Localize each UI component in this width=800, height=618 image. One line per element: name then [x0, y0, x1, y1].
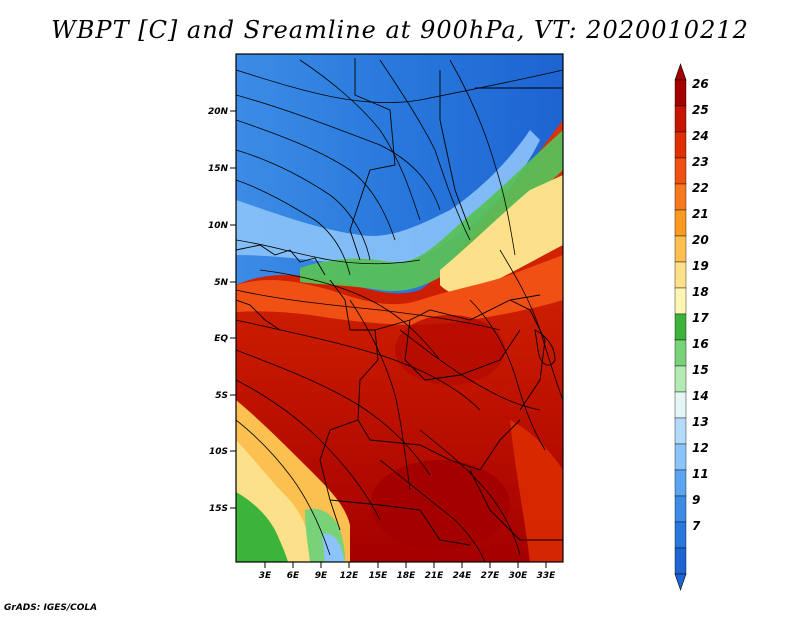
colorbar-level-label: 22 — [692, 181, 709, 195]
lon-label: 27E — [481, 571, 501, 581]
lat-label: 5N — [214, 278, 228, 288]
colorbar-level-label: 19 — [692, 259, 709, 273]
colorbar-swatch — [674, 157, 687, 185]
longitude-axis — [264, 562, 547, 568]
colorbar-swatch — [674, 287, 687, 315]
latitude-axis — [230, 110, 236, 509]
colorbar-swatch — [674, 131, 687, 159]
colorbar-swatch — [674, 469, 687, 497]
lat-label: 20N — [208, 107, 229, 117]
colorbar-level-label: 20 — [692, 233, 709, 247]
colorbar-swatch — [674, 521, 687, 549]
map-title: WBPT [C] and Sreamline at 900hPa, VT: 20… — [51, 16, 749, 44]
colorbar-level-label: 14 — [692, 389, 709, 403]
colorbar-swatch — [674, 391, 687, 419]
lon-label: 3E — [259, 571, 272, 581]
colorbar-level-label: 26 — [692, 77, 709, 91]
longitude-labels: 3E 6E 9E 12E 15E 18E 21E 24E 27E 30E 33E — [259, 571, 556, 581]
colorbar-top-arrow — [674, 63, 687, 81]
colorbar-swatch — [674, 261, 687, 289]
grads-credit: GrADS: IGES/COLA — [4, 603, 98, 613]
lon-label: 21E — [425, 571, 445, 581]
colorbar-level-label: 7 — [692, 519, 701, 533]
colorbar-bottom-arrow — [674, 573, 687, 591]
colorbar-level-label: 13 — [692, 415, 709, 429]
colorbar-level-label: 17 — [692, 311, 709, 325]
colorbar-level-label: 11 — [692, 467, 709, 481]
colorbar-swatch — [674, 495, 687, 523]
colorbar-level-label: 16 — [692, 337, 709, 351]
colorbar-swatch — [674, 105, 687, 133]
lat-label: 5S — [215, 391, 228, 401]
colorbar-swatch — [674, 313, 687, 341]
wbpt-field — [236, 54, 563, 562]
lon-label: 9E — [315, 571, 328, 581]
colorbar-swatch — [674, 209, 687, 237]
lat-label: EQ — [214, 334, 228, 344]
lat-label: 15S — [209, 504, 228, 514]
colorbar-level-label: 12 — [692, 441, 709, 455]
lat-label: 10S — [209, 447, 228, 457]
colorbar-swatch — [674, 79, 687, 107]
country-borders — [236, 58, 563, 546]
colorbar-level-label: 15 — [692, 363, 709, 377]
colorbar-swatch — [674, 183, 687, 211]
colorbar-swatch — [674, 339, 687, 367]
lon-label: 33E — [537, 571, 557, 581]
colorbar-swatch — [674, 235, 687, 263]
lon-label: 12E — [340, 571, 360, 581]
colorbar-level-label: 23 — [692, 155, 709, 169]
colorbar-level-label: 18 — [692, 285, 709, 299]
lat-label: 10N — [208, 221, 229, 231]
map-frame — [235, 53, 564, 563]
colorbar-swatch — [674, 365, 687, 393]
colorbar-swatch — [674, 443, 687, 471]
lon-label: 24E — [453, 571, 473, 581]
lon-label: 15E — [369, 571, 389, 581]
latitude-labels: 20N 15N 10N 5N EQ 5S 10S 15S — [208, 107, 229, 514]
colorbar-swatch — [674, 547, 687, 575]
lon-label: 30E — [509, 571, 529, 581]
colorbar: 26 25 24 23 22 21 20 19 18 17 16 15 14 13 12 11 9 7 — [674, 63, 709, 591]
colorbar-level-label: 21 — [692, 207, 709, 221]
lon-label: 6E — [287, 571, 300, 581]
colorbar-level-label: 24 — [692, 129, 709, 143]
lon-label: 18E — [397, 571, 417, 581]
colorbar-swatch — [674, 417, 687, 445]
colorbar-level-label: 25 — [692, 103, 709, 117]
colorbar-level-label: 9 — [692, 493, 700, 507]
lat-label: 15N — [208, 164, 229, 174]
